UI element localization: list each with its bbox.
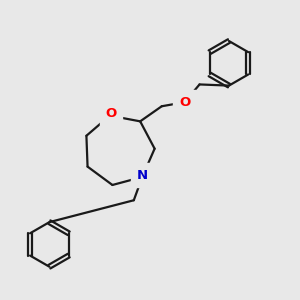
Text: O: O: [179, 96, 190, 109]
Text: N: N: [137, 169, 148, 182]
Text: O: O: [105, 107, 116, 120]
